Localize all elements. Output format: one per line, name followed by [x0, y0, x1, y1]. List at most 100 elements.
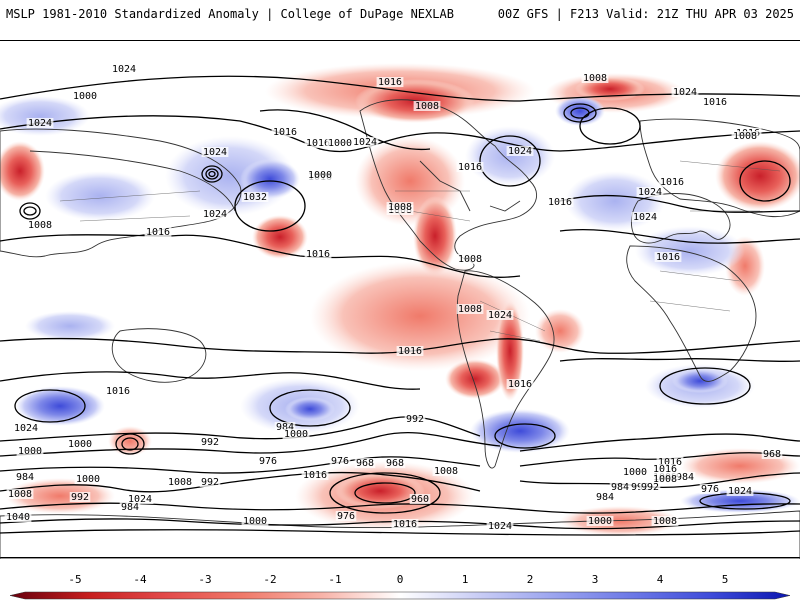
isobar-label-bg	[354, 458, 376, 468]
isobar-label-bg	[301, 470, 329, 480]
isobar-label: 984	[611, 482, 629, 493]
isobar-label-bg	[701, 97, 729, 107]
isobar-label-bg	[506, 379, 534, 389]
colorbar-tick-label: 3	[592, 573, 599, 586]
isobar-label: 1016	[146, 227, 170, 238]
isobar-label-bg	[651, 516, 679, 526]
isobar-label-bg	[384, 458, 406, 468]
isobar-label: 1024	[488, 310, 512, 321]
isobar-label: 984	[676, 472, 694, 483]
isobar-label: 1024	[633, 212, 657, 223]
isobar-label-bg	[581, 73, 609, 83]
map-title: MSLP 1981-2010 Standardized Anomaly | Co…	[6, 7, 454, 21]
isobar-label: 992	[201, 437, 219, 448]
isobar-label-bg	[329, 456, 351, 466]
isobar-label: 984	[16, 472, 34, 483]
isobar-label-bg	[651, 464, 679, 474]
isobar-label-bg	[126, 494, 154, 504]
isobar-label-bg	[144, 227, 172, 237]
isobar-label: 1000	[73, 91, 97, 102]
isobar-label-bg	[66, 439, 94, 449]
isobar-label: 1016	[653, 464, 677, 475]
isobar-label: 1016	[656, 252, 680, 263]
isobar-label-bg	[166, 477, 194, 487]
isobar-label: 1024	[728, 486, 752, 497]
isobar-label: 1008	[434, 466, 458, 477]
isobar-label: 1008	[653, 474, 677, 485]
colorbar-tick-label: -1	[328, 573, 341, 586]
colorbar-tick-label: -5	[68, 573, 81, 586]
isobar-label-bg	[119, 502, 141, 512]
isobar-label-bg	[636, 187, 664, 197]
isobar-label-bg	[654, 252, 682, 262]
isobar-label: 1008	[653, 516, 677, 527]
isobar-label-bg	[609, 482, 631, 492]
isobar-label-bg	[304, 249, 332, 259]
isobar-label: 1024	[488, 521, 512, 532]
isobar-label: 1000	[68, 439, 92, 450]
isobar-label-bg	[69, 492, 91, 502]
isobar-label-bg	[4, 512, 32, 522]
isobar-label: 1024	[128, 494, 152, 505]
isobar-label-bg	[6, 489, 34, 499]
isobar-label-bg	[326, 138, 354, 148]
isobar-label: 976	[701, 484, 719, 495]
isobar-label-bg	[199, 477, 221, 487]
isobar-label: 1024	[203, 209, 227, 220]
isobar-label: 1040	[6, 512, 30, 523]
isobar-label-bg	[241, 192, 269, 202]
isobar-label-bg	[726, 486, 754, 496]
map-canvas: 1024 1016 1000 1008 1024 1016 1024 1016 1016 1024…	[0, 63, 800, 559]
colorbar-gradient	[9, 591, 791, 600]
isobar-label-bg	[104, 386, 132, 396]
isobar-label-bg	[621, 467, 649, 477]
isobar-label: 976	[331, 456, 349, 467]
isobar-label: 1016	[508, 379, 532, 390]
isobar-label-bg	[586, 516, 614, 526]
isobar-label: 992	[406, 414, 424, 425]
isobar-label: 1024	[112, 64, 136, 75]
isobar-label-bg	[731, 131, 759, 141]
isobar-label-bg	[396, 346, 424, 356]
isobar-label: 968	[356, 458, 374, 469]
isobar-label: 984	[121, 502, 139, 513]
isobar-label: 968	[386, 458, 404, 469]
isobar-label-bg	[386, 202, 414, 212]
isobar-label-bg	[404, 414, 426, 424]
isobar-label: 968	[763, 449, 781, 460]
isobar-label-bg	[201, 147, 229, 157]
isobar-label: 1016	[273, 127, 297, 138]
isobar-label-bg	[432, 466, 460, 476]
isobar-label: 1000	[18, 446, 42, 457]
isobar-label: 1016	[306, 249, 330, 260]
isobar-label-bg	[656, 457, 684, 467]
isobar-label: 1008	[583, 73, 607, 84]
isobar-label-bg	[257, 456, 279, 466]
isobar-label-bg	[413, 101, 441, 111]
isobar-label-bg	[456, 162, 484, 172]
header: MSLP 1981-2010 Standardized Anomaly | Co…	[0, 0, 800, 30]
isobar-label-bg	[761, 449, 783, 459]
isobar-label: 1008	[168, 477, 192, 488]
isobar-label: 1000	[623, 467, 647, 478]
isobar-label: 1008	[733, 131, 757, 142]
isobar-label: 1024	[14, 423, 38, 434]
colorbar-tick-label: -2	[263, 573, 276, 586]
isobar-label: 1024	[673, 87, 697, 98]
isobar-label: 1000	[243, 516, 267, 527]
isobar-label-bg	[110, 64, 138, 74]
colorbar-tick-label: -4	[133, 573, 147, 586]
isobar-label: 984	[276, 422, 294, 433]
isobar-label-bg	[631, 212, 659, 222]
isobar-label: 1008	[415, 101, 439, 112]
isobar-label-bg	[14, 472, 36, 482]
colorbar-tick-label: 0	[397, 573, 404, 586]
isobar-label: 1008	[8, 489, 32, 500]
isobar-label: 1008	[458, 254, 482, 265]
colorbar-tick-label: 4	[657, 573, 664, 586]
colorbar-tick-label: 1	[462, 573, 469, 586]
colorbar: -5 -4 -3 -2 -1 0 1 2 3 4 5	[0, 568, 800, 600]
anomaly-map: 1024 1016 1000 1008 1024 1016 1024 1016 1016 1024…	[0, 40, 800, 559]
isobar-label-bg	[16, 446, 44, 456]
colorbar-tick-labels: -5 -4 -3 -2 -1 0 1 2 3 4 5	[68, 573, 728, 586]
